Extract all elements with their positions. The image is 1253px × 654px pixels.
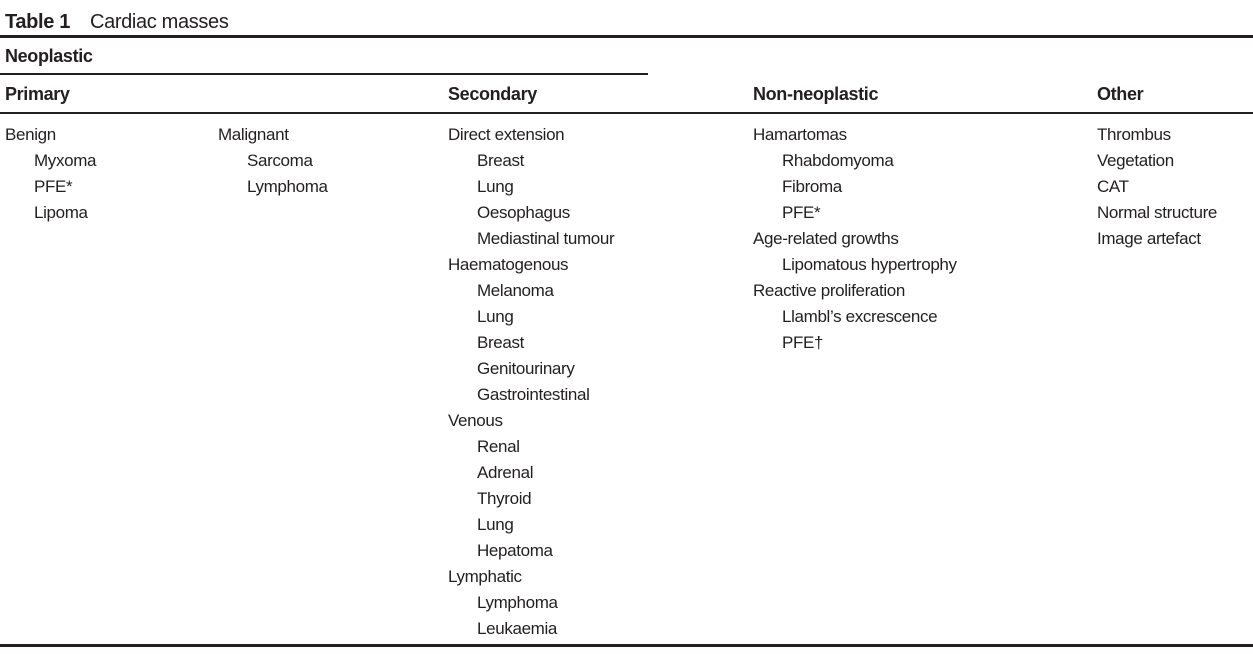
table-cell-item: Malignant <box>218 125 289 144</box>
column-header-row: Primary Secondary Non-neoplastic Other <box>0 75 1253 112</box>
table-cell-item: Lipoma <box>34 203 88 222</box>
table-cell-item: Benign <box>5 125 56 144</box>
table-cell-item: PFE* <box>782 203 821 222</box>
header-other: Other <box>1097 84 1144 104</box>
supercolumn-label: Neoplastic <box>5 46 93 66</box>
table-cell-item: Genitourinary <box>477 359 575 378</box>
table-cell-item: Lung <box>477 177 514 196</box>
table-cell-item: Leukaemia <box>477 619 558 638</box>
table-cell-item: Breast <box>477 333 525 352</box>
table-cell-item: PFE* <box>34 177 73 196</box>
table-cell-item: Hamartomas <box>753 125 847 144</box>
table-cell-item: Haematogenous <box>448 255 569 274</box>
header-rule <box>0 112 1253 114</box>
table-cell-item: Lymphoma <box>477 593 558 612</box>
column-primary-malignant: Malignant Sarcoma Lymphoma <box>213 122 443 200</box>
table-cell-item: Image artefact <box>1097 229 1201 248</box>
table-title: Table 1 Cardiac masses <box>0 0 1253 35</box>
table-cell-item: Myxoma <box>34 151 97 170</box>
table-cell-item: Llambl’s excrescence <box>782 307 938 326</box>
table-body: Benign Myxoma PFE* Lipoma Malignant Sarcoma L… <box>0 114 1253 642</box>
table-cell-item: Lipomatous hypertrophy <box>782 255 957 274</box>
header-primary: Primary <box>5 84 70 104</box>
column-non-neoplastic: Hamartomas Rhabdomyoma Fibroma PFE* Age-rela… <box>748 122 1092 356</box>
header-secondary: Secondary <box>448 84 537 104</box>
table-cell-item: Thyroid <box>477 489 532 508</box>
table-number: Table 1 <box>5 11 70 33</box>
table-cell-item: Lung <box>477 307 514 326</box>
neoplastic-underline-rule <box>0 73 648 75</box>
table-cell-item: Age-related growths <box>753 229 899 248</box>
table-cell-item: Lymphatic <box>448 567 522 586</box>
column-primary-benign: Benign Myxoma PFE* Lipoma <box>0 122 213 226</box>
table-cell-item: Renal <box>477 437 520 456</box>
table-cell-item: Hepatoma <box>477 541 553 560</box>
table-cell-item: Gastrointestinal <box>477 385 590 404</box>
table-cell-item: Normal structure <box>1097 203 1218 222</box>
table-cell-item: Vegetation <box>1097 151 1174 170</box>
table-cell-item: Sarcoma <box>247 151 313 170</box>
column-secondary: Direct extension Breast Lung Oesophagus Medi… <box>443 122 748 642</box>
table-cell-item: CAT <box>1097 177 1129 196</box>
table-cell-item: Thrombus <box>1097 125 1171 144</box>
header-non-neoplastic: Non-neoplastic <box>753 84 879 104</box>
table-cell-item: Direct extension <box>448 125 565 144</box>
table-cell-item: Reactive proliferation <box>753 281 905 300</box>
table-cell-item: Breast <box>477 151 525 170</box>
table-cell-item: Lymphoma <box>247 177 328 196</box>
table-caption: Cardiac masses <box>89 11 229 33</box>
table-cell-item: Oesophagus <box>477 203 570 222</box>
table-cell-item: Mediastinal tumour <box>477 229 615 248</box>
table-cell-item: Lung <box>477 515 514 534</box>
table-cell-item: Rhabdomyoma <box>782 151 894 170</box>
title-rule <box>0 35 1253 38</box>
bottom-rule <box>0 644 1253 647</box>
table-cell-item: Fibroma <box>782 177 842 196</box>
table-cell-item: Adrenal <box>477 463 534 482</box>
supercolumn-neoplastic: Neoplastic <box>0 38 1253 75</box>
table-cell-item: Melanoma <box>477 281 554 300</box>
table-cell-item: PFE† <box>782 333 824 352</box>
column-other: Thrombus Vegetation CAT Normal structure Ima… <box>1092 122 1253 252</box>
table-cell-item: Venous <box>448 411 503 430</box>
